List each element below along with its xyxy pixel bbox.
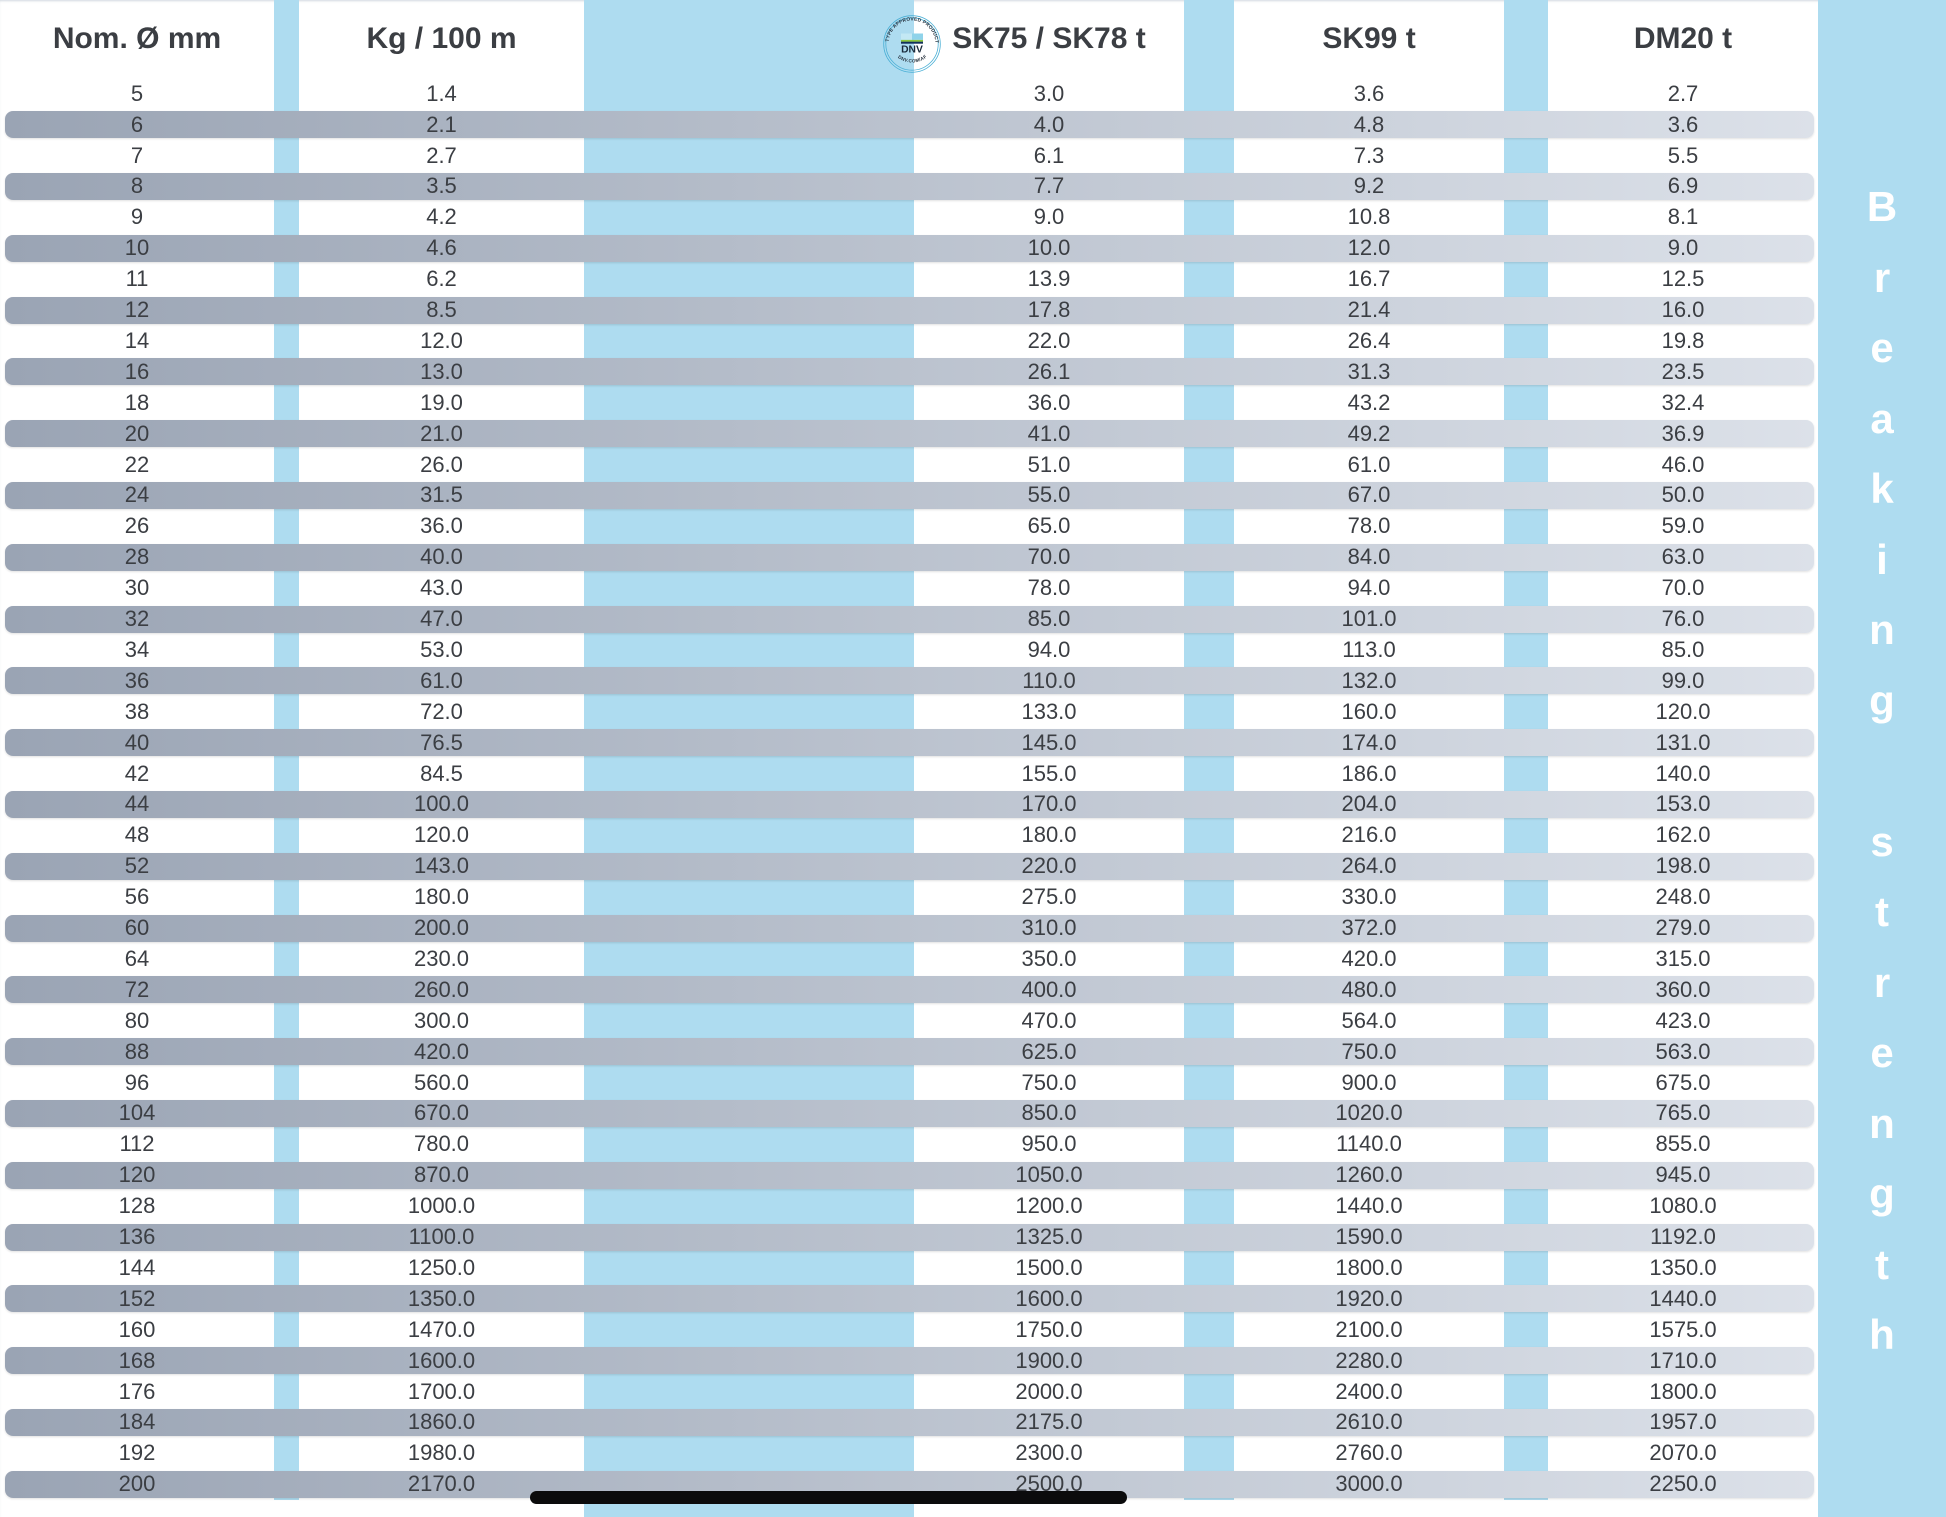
svg-text:DNV: DNV	[901, 45, 923, 56]
